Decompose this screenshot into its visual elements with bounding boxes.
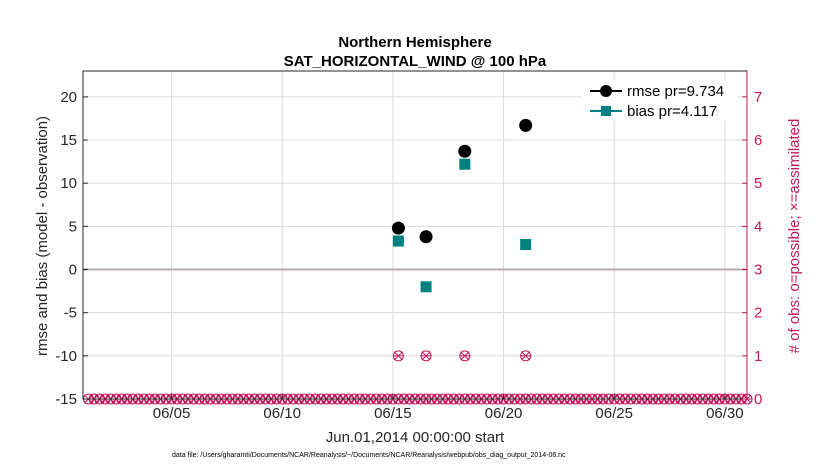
x-tick-label: 06/15	[374, 405, 412, 422]
axes	[82, 70, 748, 400]
y-tick-label: 0	[69, 262, 77, 279]
rmse-point	[458, 144, 472, 158]
chart-title: Northern Hemisphere	[338, 34, 491, 51]
x-tick-label: 06/30	[706, 405, 744, 422]
bias-point	[392, 235, 404, 247]
y-tick-label: 5	[69, 218, 77, 235]
legend-rmse-label: rmse pr=9.734	[627, 83, 724, 100]
right-y-tick-label: 6	[754, 132, 762, 149]
right-y-axis-label: # of obs: o=possible; ×=assimilated	[786, 119, 803, 354]
obs-count-marker	[520, 350, 532, 362]
right-y-tick-label: 7	[754, 89, 762, 106]
obs-count-marker	[459, 350, 471, 362]
y-tick-label: -15	[55, 391, 77, 408]
obs-count-marker	[392, 350, 404, 362]
tick-labels: 06/05 06/10 06/15 06/20 06/25 06/30 -15 -10 -5 0 5…	[55, 89, 762, 422]
right-y-tick-label: 4	[754, 218, 762, 235]
obs-count-markers	[83, 350, 753, 405]
bias-point	[520, 238, 532, 250]
x-axis-label: Jun.01,2014 00:00:00 start	[326, 429, 505, 446]
obs-count-marker	[420, 350, 432, 362]
rmse-point	[419, 230, 433, 244]
rmse-point	[519, 118, 533, 132]
series-markers	[391, 118, 533, 293]
x-tick-label: 06/10	[263, 405, 301, 422]
x-tick-label: 06/20	[485, 405, 523, 422]
legend-bias-marker	[601, 106, 611, 116]
y-tick-label: -10	[55, 348, 77, 365]
y-tick-label: 10	[60, 175, 77, 192]
x-tick-label: 06/05	[153, 405, 191, 422]
right-y-tick-label: 3	[754, 262, 762, 279]
y-tick-label: 15	[60, 132, 77, 149]
right-y-tick-label: 0	[754, 391, 762, 408]
bias-point	[459, 158, 471, 170]
right-y-tick-label: 2	[754, 305, 762, 322]
rmse-point	[391, 221, 405, 235]
bias-point	[420, 281, 432, 293]
data-file-footnote: data file: /Users/gharamti/Documents/NCA…	[172, 452, 566, 459]
legend: rmse pr=9.734 bias pr=4.117	[582, 79, 738, 121]
y-tick-label: -5	[64, 305, 77, 322]
y-tick-label: 20	[60, 89, 77, 106]
x-tick-label: 06/25	[595, 405, 633, 422]
y-axis-label: rmse and bias (model - observation)	[34, 116, 51, 356]
chart-subtitle: SAT_HORIZONTAL_WIND @ 100 hPa	[284, 53, 547, 70]
right-y-tick-label: 5	[754, 175, 762, 192]
legend-bias-label: bias pr=4.117	[627, 103, 717, 120]
right-y-tick-label: 1	[754, 348, 762, 365]
legend-rmse-marker	[600, 85, 612, 97]
